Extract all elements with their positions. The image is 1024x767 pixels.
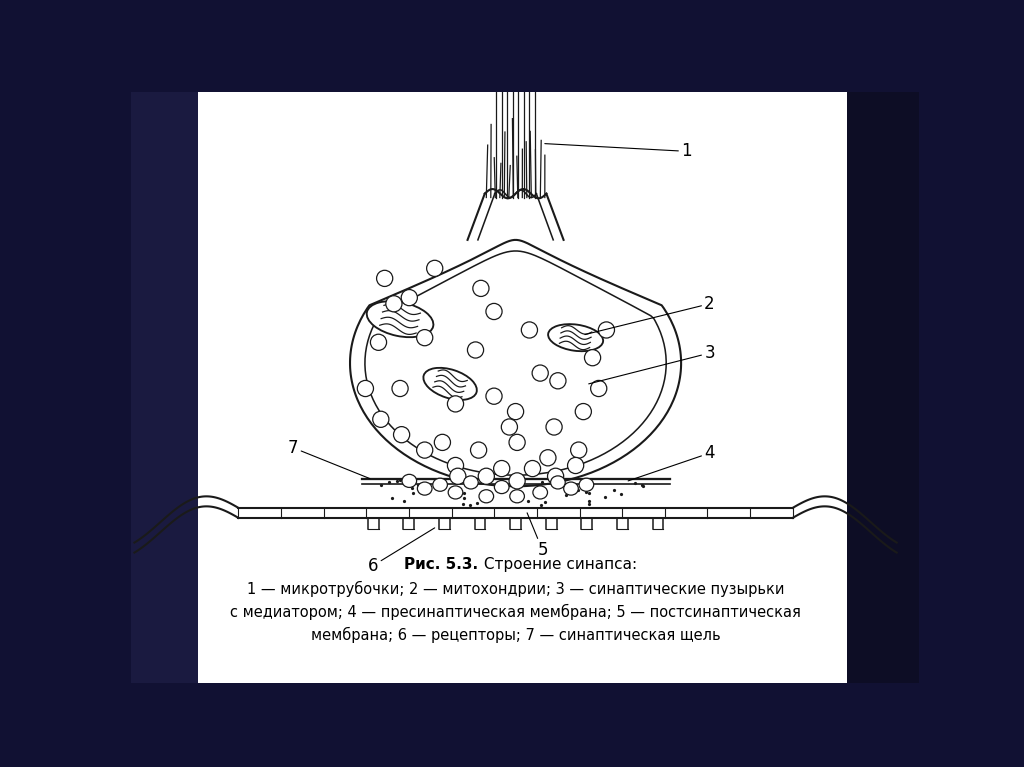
Ellipse shape <box>510 490 524 503</box>
Ellipse shape <box>427 260 442 276</box>
Ellipse shape <box>393 426 410 443</box>
Ellipse shape <box>563 482 579 495</box>
Bar <box>196 92 854 683</box>
Ellipse shape <box>546 419 562 435</box>
Text: 1: 1 <box>545 143 692 160</box>
Ellipse shape <box>464 476 478 489</box>
Ellipse shape <box>548 468 563 484</box>
Ellipse shape <box>548 324 603 351</box>
Ellipse shape <box>470 442 486 458</box>
Ellipse shape <box>417 330 433 346</box>
Ellipse shape <box>479 490 494 503</box>
Text: 6: 6 <box>368 528 435 574</box>
Text: 7: 7 <box>288 439 370 479</box>
Ellipse shape <box>575 403 592 420</box>
Ellipse shape <box>367 301 433 337</box>
Ellipse shape <box>550 373 566 389</box>
Bar <box>131 92 199 683</box>
Text: 3: 3 <box>589 344 715 384</box>
Text: 5: 5 <box>527 513 548 559</box>
Ellipse shape <box>377 270 393 286</box>
Ellipse shape <box>418 482 432 495</box>
Ellipse shape <box>580 478 594 492</box>
Ellipse shape <box>509 472 525 489</box>
Ellipse shape <box>521 322 538 338</box>
Text: 1 — микротрубочки; 2 — митохондрии; 3 — синаптические пузырьки: 1 — микротрубочки; 2 — митохондрии; 3 — … <box>247 581 784 597</box>
Text: Строение синапса:: Строение синапса: <box>479 557 638 571</box>
Ellipse shape <box>532 365 548 381</box>
Ellipse shape <box>591 380 607 397</box>
Ellipse shape <box>447 396 464 412</box>
Bar <box>847 92 920 683</box>
Ellipse shape <box>502 419 517 435</box>
Ellipse shape <box>524 460 541 476</box>
Ellipse shape <box>450 468 466 484</box>
Ellipse shape <box>467 342 483 358</box>
Ellipse shape <box>402 474 417 488</box>
Ellipse shape <box>486 388 502 404</box>
Ellipse shape <box>598 322 614 338</box>
Ellipse shape <box>486 304 502 320</box>
Ellipse shape <box>373 411 389 427</box>
Ellipse shape <box>508 403 523 420</box>
Ellipse shape <box>495 480 509 494</box>
Ellipse shape <box>371 334 387 351</box>
Polygon shape <box>350 240 681 486</box>
Ellipse shape <box>417 442 433 458</box>
Ellipse shape <box>551 476 565 489</box>
Ellipse shape <box>532 486 548 499</box>
Ellipse shape <box>401 290 418 306</box>
Ellipse shape <box>540 449 556 466</box>
Ellipse shape <box>447 457 464 473</box>
Ellipse shape <box>386 296 402 312</box>
Ellipse shape <box>392 380 409 397</box>
Text: Рис. 5.3.: Рис. 5.3. <box>404 557 478 571</box>
Ellipse shape <box>449 486 463 499</box>
Ellipse shape <box>433 478 447 492</box>
Ellipse shape <box>434 434 451 450</box>
Text: мембрана; 6 — рецепторы; 7 — синаптическая щель: мембрана; 6 — рецепторы; 7 — синаптическ… <box>310 627 720 643</box>
Ellipse shape <box>567 457 584 473</box>
Ellipse shape <box>570 442 587 458</box>
Ellipse shape <box>585 350 601 366</box>
Text: 4: 4 <box>628 444 715 481</box>
Ellipse shape <box>423 368 477 400</box>
Text: 2: 2 <box>585 295 715 334</box>
Ellipse shape <box>478 468 495 484</box>
Ellipse shape <box>473 280 489 297</box>
Ellipse shape <box>509 434 525 450</box>
Text: с медиатором; 4 — пресинаптическая мембрана; 5 — постсинаптическая: с медиатором; 4 — пресинаптическая мембр… <box>230 604 801 620</box>
Polygon shape <box>468 194 563 240</box>
Ellipse shape <box>357 380 374 397</box>
Ellipse shape <box>494 460 510 476</box>
